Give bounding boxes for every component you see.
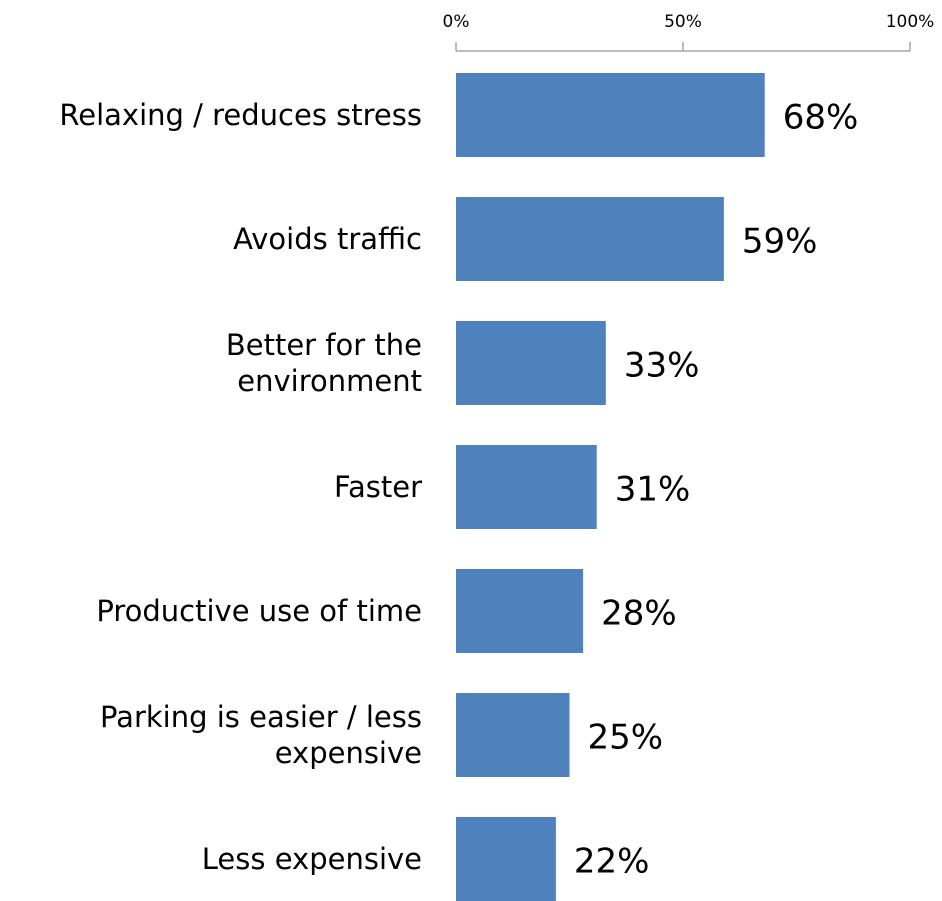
bar xyxy=(456,445,597,529)
value-label: 22% xyxy=(574,842,650,882)
value-label: 31% xyxy=(615,470,691,510)
category-label: Parking is easier / less expensive xyxy=(100,700,422,770)
category-label: Faster xyxy=(333,470,422,504)
value-label: 33% xyxy=(624,346,700,386)
category-label: Less expensive xyxy=(201,842,422,876)
x-tick-label: 0% xyxy=(443,12,470,32)
value-label: 59% xyxy=(742,222,818,262)
bar xyxy=(456,817,556,901)
category-label: Avoids traffic xyxy=(233,222,422,256)
bar xyxy=(456,569,584,653)
value-label: 28% xyxy=(601,594,677,634)
category-label: Better for the environment xyxy=(225,328,422,398)
value-label: 25% xyxy=(588,718,664,758)
bar xyxy=(456,321,606,405)
bar xyxy=(456,73,765,157)
x-tick-label: 100% xyxy=(886,12,935,32)
bar xyxy=(456,693,570,777)
x-tick-label: 50% xyxy=(664,12,702,32)
category-label: Productive use of time xyxy=(96,594,422,628)
value-label: 68% xyxy=(783,98,859,138)
category-label: Relaxing / reduces stress xyxy=(59,98,422,132)
bar xyxy=(456,197,724,281)
